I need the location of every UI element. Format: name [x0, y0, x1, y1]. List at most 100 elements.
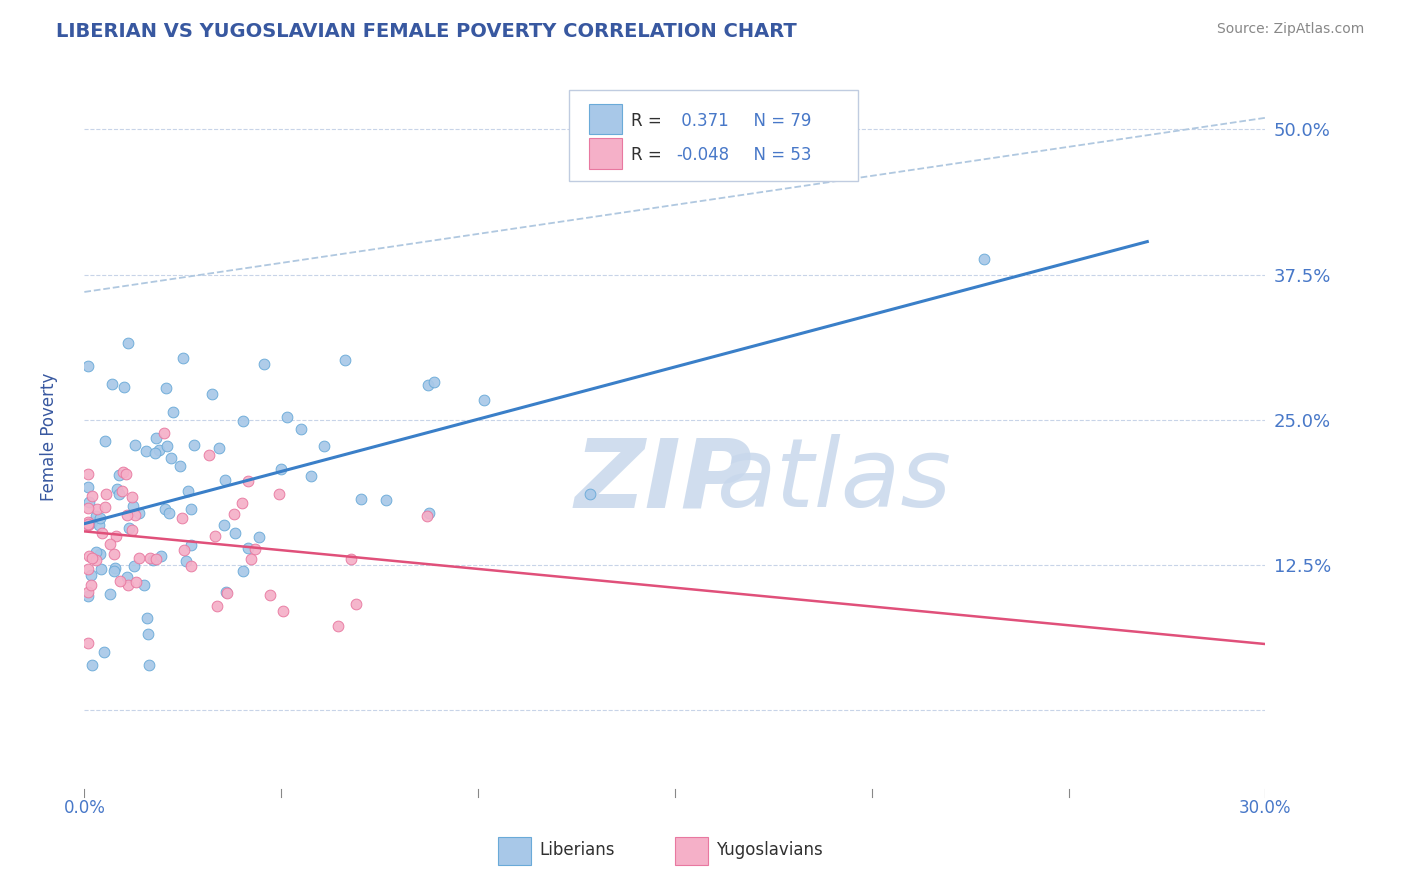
- Point: [174, 553, 197, 567]
- FancyBboxPatch shape: [568, 90, 858, 181]
- Point: [87, 518, 110, 533]
- Point: [339, 552, 361, 566]
- Point: [103, 547, 125, 561]
- Point: [222, 507, 245, 521]
- Point: [80, 489, 103, 503]
- Text: 0.0%: 0.0%: [63, 799, 105, 817]
- Point: [98, 537, 121, 551]
- Point: [418, 507, 440, 521]
- Text: R =: R =: [631, 146, 668, 164]
- Point: [77, 584, 100, 599]
- Point: [172, 351, 194, 366]
- Point: [170, 511, 193, 525]
- Point: [350, 491, 373, 506]
- Point: [224, 526, 246, 541]
- Text: LIBERIAN VS YUGOSLAVIAN FEMALE POVERTY CORRELATION CHART: LIBERIAN VS YUGOSLAVIAN FEMALE POVERTY C…: [56, 22, 797, 41]
- Point: [114, 467, 136, 481]
- Point: [299, 468, 322, 483]
- Point: [205, 599, 228, 614]
- Point: [155, 502, 177, 516]
- Point: [121, 524, 143, 538]
- Point: [100, 377, 122, 392]
- Point: [135, 611, 157, 625]
- Point: [136, 627, 159, 641]
- Point: [243, 542, 266, 557]
- Point: [103, 565, 125, 579]
- Point: [232, 564, 254, 578]
- Point: [418, 377, 440, 392]
- Point: [183, 438, 205, 452]
- Point: [84, 509, 107, 524]
- Point: [77, 635, 100, 649]
- Point: [86, 501, 108, 516]
- Text: ZIP: ZIP: [575, 434, 752, 527]
- Point: [138, 657, 160, 672]
- Point: [215, 586, 238, 600]
- Text: N = 79: N = 79: [744, 112, 811, 130]
- Point: [115, 508, 138, 522]
- Point: [259, 588, 281, 602]
- Point: [90, 525, 112, 540]
- Text: R =: R =: [631, 112, 668, 130]
- Point: [579, 487, 602, 501]
- Point: [80, 515, 103, 529]
- Point: [93, 645, 115, 659]
- Point: [105, 483, 128, 497]
- Point: [124, 559, 146, 574]
- Point: [104, 560, 127, 574]
- Point: [77, 517, 100, 532]
- Point: [77, 500, 100, 515]
- Point: [80, 578, 103, 592]
- Point: [89, 547, 111, 561]
- Point: [344, 597, 367, 611]
- Point: [374, 493, 396, 508]
- Point: [135, 444, 157, 458]
- Point: [77, 480, 100, 494]
- Point: [122, 499, 145, 513]
- Point: [333, 353, 356, 368]
- Point: [214, 473, 236, 487]
- Point: [198, 448, 221, 462]
- Point: [142, 553, 165, 567]
- Text: atlas: atlas: [716, 434, 952, 527]
- Text: N = 53: N = 53: [744, 146, 811, 164]
- Point: [77, 494, 100, 508]
- Point: [128, 506, 150, 520]
- Point: [80, 568, 103, 582]
- Point: [77, 589, 100, 603]
- Point: [117, 578, 139, 592]
- Point: [472, 392, 495, 407]
- Point: [290, 422, 312, 436]
- Point: [212, 518, 235, 533]
- Point: [117, 335, 139, 350]
- Text: 30.0%: 30.0%: [1239, 799, 1292, 817]
- Point: [80, 551, 103, 566]
- Point: [416, 508, 439, 523]
- Point: [231, 496, 253, 510]
- Point: [145, 445, 167, 459]
- Point: [112, 380, 135, 394]
- Point: [328, 619, 350, 633]
- Point: [180, 538, 202, 552]
- Point: [125, 574, 148, 589]
- Point: [118, 521, 141, 535]
- Point: [132, 578, 155, 592]
- Point: [423, 375, 446, 389]
- Text: 0.371: 0.371: [676, 112, 728, 130]
- Point: [107, 468, 129, 483]
- Point: [138, 550, 160, 565]
- Point: [77, 359, 100, 374]
- Point: [145, 431, 167, 445]
- Point: [155, 381, 177, 395]
- Point: [159, 450, 181, 465]
- Point: [115, 570, 138, 584]
- Point: [128, 550, 150, 565]
- Point: [180, 502, 202, 516]
- Point: [90, 561, 112, 575]
- Point: [79, 516, 101, 531]
- Point: [215, 585, 238, 599]
- Point: [201, 387, 224, 401]
- Point: [110, 574, 132, 589]
- Point: [276, 410, 298, 425]
- Point: [239, 552, 262, 566]
